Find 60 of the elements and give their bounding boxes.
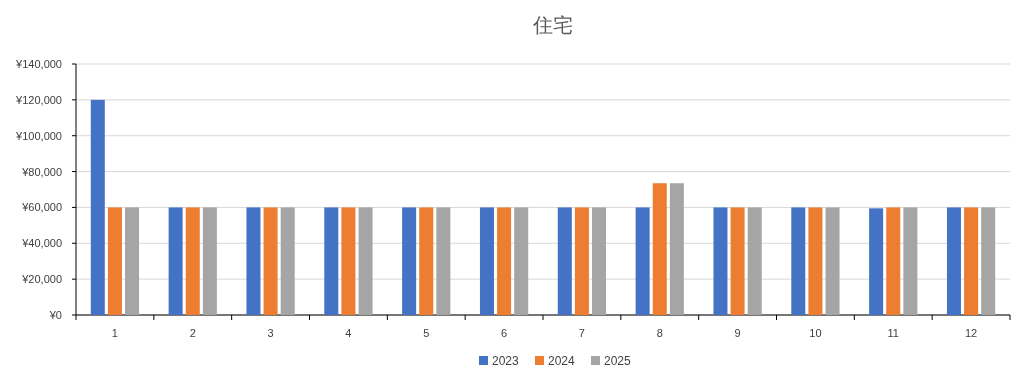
x-tick-label: 10	[809, 327, 822, 339]
bar	[825, 207, 840, 315]
legend-label: 2024	[548, 354, 576, 368]
bar	[341, 207, 356, 315]
y-tick-label: ¥80,000	[21, 165, 62, 178]
bar	[90, 99, 105, 315]
bar	[869, 208, 884, 315]
bar	[107, 207, 122, 315]
x-tick-label: 2	[189, 327, 196, 339]
x-tick-label: 5	[423, 327, 430, 339]
bar	[402, 207, 417, 315]
bar	[903, 207, 918, 315]
bar	[185, 207, 200, 315]
y-tick-label: ¥60,000	[21, 201, 62, 214]
bar	[946, 207, 961, 315]
y-tick-label: ¥140,000	[15, 58, 62, 70]
bar	[479, 207, 494, 315]
bar	[358, 207, 373, 315]
x-tick-label: 4	[345, 327, 352, 339]
bar	[730, 207, 745, 315]
x-tick-label: 11	[887, 327, 899, 339]
bar	[246, 207, 261, 315]
bar	[557, 207, 572, 315]
y-tick-label: ¥40,000	[21, 237, 62, 250]
x-tick-label: 3	[267, 327, 274, 339]
bar	[635, 207, 650, 315]
x-tick-label: 1	[111, 327, 118, 339]
legend-label: 2023	[492, 354, 520, 368]
bar	[592, 207, 607, 315]
legend-label: 2025	[604, 354, 632, 368]
bar	[886, 207, 901, 315]
bar	[574, 207, 589, 315]
x-tick-label: 9	[734, 327, 741, 339]
bar	[419, 207, 434, 315]
bar	[497, 207, 512, 315]
bar	[324, 207, 339, 315]
bar	[791, 207, 806, 315]
x-tick-label: 12	[964, 327, 978, 339]
bar	[514, 207, 529, 315]
bar	[747, 207, 762, 315]
x-tick-label: 6	[501, 327, 508, 339]
chart-title: 住宅	[532, 14, 573, 36]
x-tick-label: 8	[656, 327, 663, 339]
bar	[125, 207, 140, 315]
y-tick-label: ¥120,000	[15, 93, 62, 106]
x-tick-label: 7	[578, 327, 585, 339]
bar	[669, 183, 684, 315]
bar	[713, 207, 728, 315]
bar	[263, 207, 278, 315]
y-tick-label: ¥100,000	[15, 129, 62, 142]
y-tick-label: ¥0	[48, 309, 62, 321]
bar	[808, 207, 823, 315]
bar	[964, 207, 979, 315]
bar	[202, 207, 217, 315]
y-tick-label: ¥20,000	[21, 273, 62, 286]
bar	[981, 207, 996, 315]
bar	[168, 207, 183, 315]
bar	[280, 207, 295, 315]
bar	[652, 183, 667, 315]
bar	[436, 207, 451, 315]
